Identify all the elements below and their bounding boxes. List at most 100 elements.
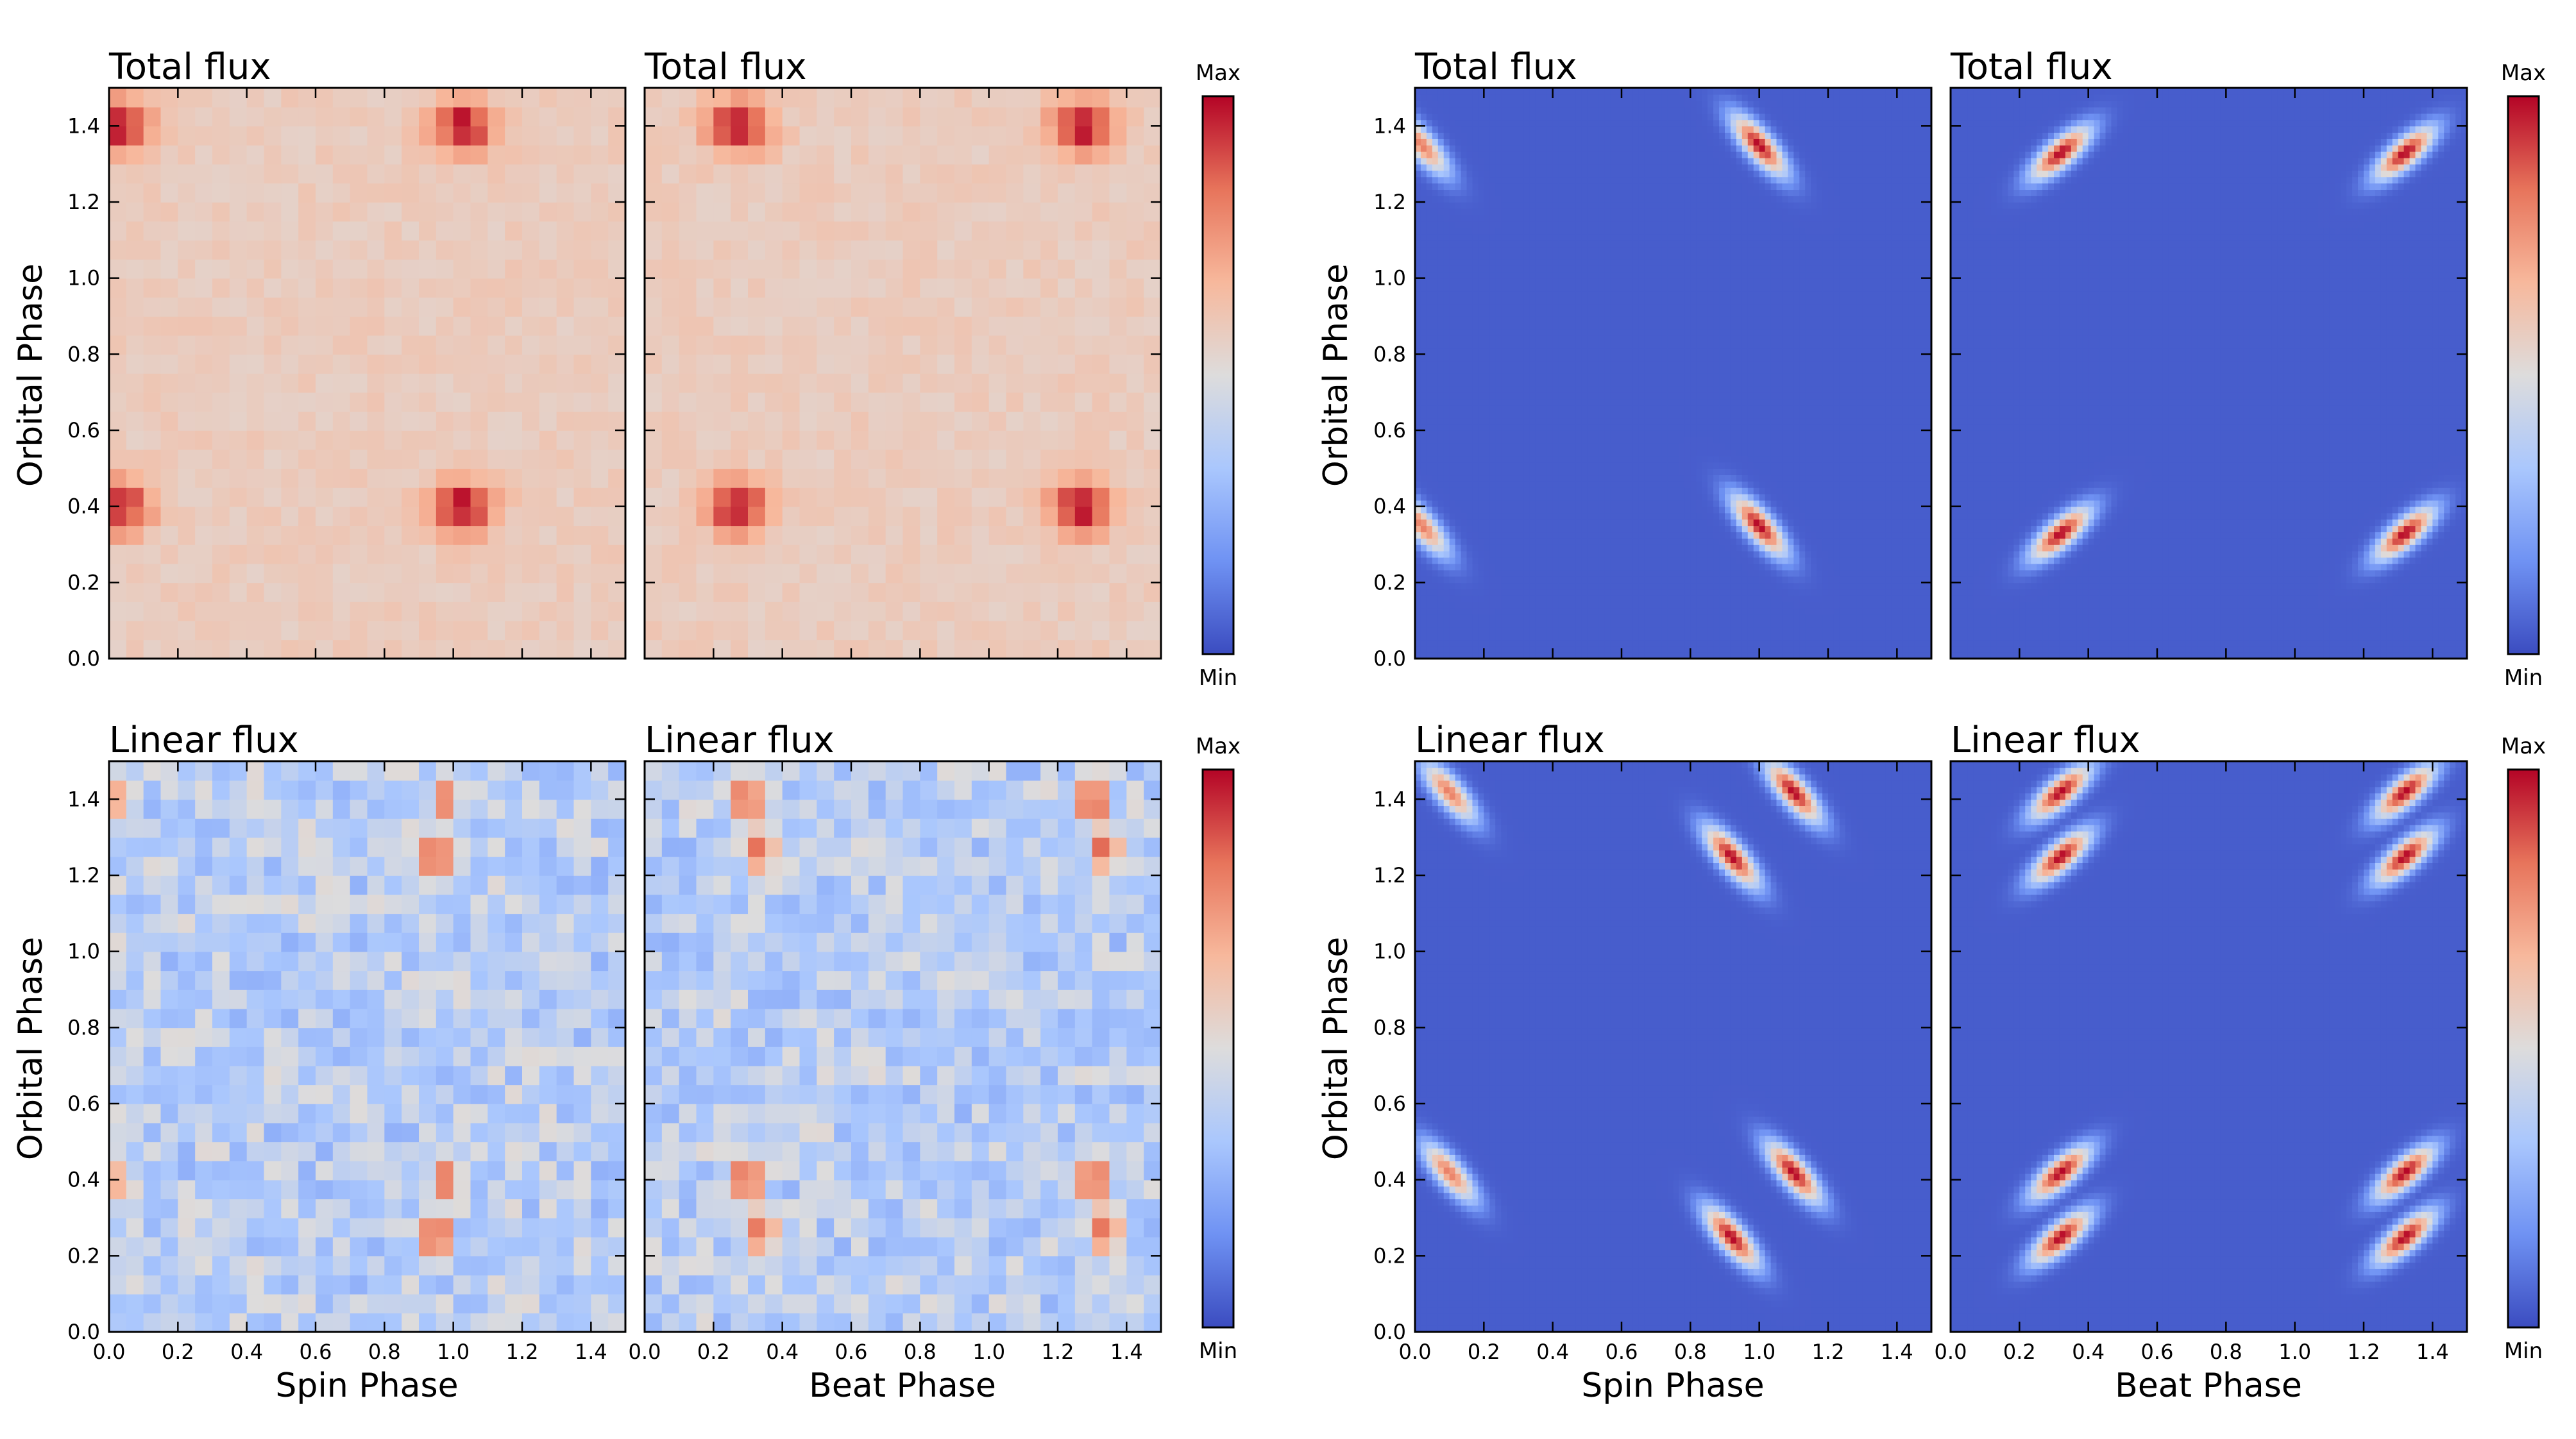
heatmap-cell <box>972 88 990 107</box>
heatmap-cell <box>264 392 282 412</box>
heatmap-cell <box>1461 171 1468 178</box>
heatmap-cell <box>316 202 334 221</box>
heatmap-cell <box>1144 507 1162 526</box>
heatmap-cell <box>1461 202 1468 209</box>
heatmap-cell <box>1489 329 1496 336</box>
heatmap-cell <box>731 602 749 621</box>
heatmap-cell <box>574 221 592 240</box>
heatmap-cell <box>1438 399 1445 406</box>
heatmap-cell <box>989 468 1007 487</box>
heatmap-cell <box>1438 329 1445 336</box>
heatmap-cell <box>937 316 955 335</box>
heatmap-cell <box>1144 88 1162 107</box>
heatmap-cell <box>1432 639 1439 646</box>
heatmap-cell <box>247 126 265 145</box>
heatmap-cell <box>1484 208 1490 215</box>
heatmap-cell <box>1455 551 1462 558</box>
heatmap-cell <box>1006 507 1024 526</box>
heatmap-cell <box>886 126 904 145</box>
heatmap-cell <box>574 392 592 412</box>
heatmap-cell <box>1444 639 1450 646</box>
heatmap-cell <box>1467 627 1473 634</box>
heatmap-cell <box>333 544 351 564</box>
heatmap-cell <box>471 145 489 164</box>
heatmap-cell <box>1444 405 1450 412</box>
heatmap-cell <box>903 259 921 278</box>
heatmap-cell <box>1058 582 1076 602</box>
heatmap-cell <box>886 221 904 240</box>
heatmap-cell <box>748 126 766 145</box>
heatmap-cell <box>1421 399 1427 406</box>
heatmap-cell <box>1427 532 1433 539</box>
heatmap-cell <box>1484 240 1490 247</box>
heatmap-cell <box>1023 164 1041 183</box>
heatmap-cell <box>436 202 454 221</box>
heatmap-cell <box>1489 367 1496 374</box>
heatmap-cell <box>1444 233 1450 240</box>
heatmap-cell <box>1467 538 1473 545</box>
heatmap-cell <box>281 88 299 107</box>
heatmap-cell <box>1421 507 1427 514</box>
heatmap-cell <box>1075 544 1093 564</box>
heatmap-cell <box>1427 525 1433 532</box>
heatmap-cell <box>1444 145 1450 152</box>
heatmap-cell <box>1432 119 1439 126</box>
heatmap-cell <box>230 430 248 450</box>
heatmap-cell <box>1444 240 1450 247</box>
heatmap-cell <box>679 468 697 487</box>
heatmap-cell <box>1461 126 1468 133</box>
heatmap-cell <box>765 373 783 392</box>
heatmap-cell <box>557 430 575 450</box>
heatmap-cell <box>1472 189 1479 196</box>
heatmap-cell <box>1450 354 1456 361</box>
heatmap-cell <box>1444 189 1450 196</box>
heatmap-cell <box>1472 481 1479 488</box>
heatmap-cell <box>1427 589 1433 596</box>
heatmap-cell <box>1438 494 1445 501</box>
heatmap-cell <box>1495 639 1502 646</box>
heatmap-cell <box>1472 399 1479 406</box>
heatmap-cell <box>1110 126 1128 145</box>
heatmap-cell <box>1472 119 1479 126</box>
heatmap-cell <box>298 450 316 469</box>
heatmap-cell <box>1450 265 1456 273</box>
heatmap-cell <box>281 602 299 621</box>
heatmap-cell <box>1484 494 1490 501</box>
heatmap-cell <box>1455 538 1462 545</box>
heatmap-cell <box>1092 278 1110 298</box>
heatmap-cell <box>368 468 386 487</box>
heatmap-cell <box>161 430 179 450</box>
heatmap-cell <box>1427 437 1433 444</box>
heatmap-cell <box>1432 519 1439 526</box>
heatmap-cell <box>1461 88 1468 95</box>
heatmap-cell <box>1495 475 1502 482</box>
heatmap-cell <box>1455 582 1462 589</box>
heatmap-cell <box>1489 253 1496 260</box>
heatmap-cell <box>1450 335 1456 342</box>
heatmap-cell <box>1467 608 1473 615</box>
heatmap-cell <box>713 411 731 430</box>
heatmap-cell <box>161 468 179 487</box>
heatmap-cell <box>713 639 731 659</box>
heatmap-cell <box>645 354 663 373</box>
heatmap-cell <box>1489 513 1496 520</box>
heatmap-cell <box>1478 532 1484 539</box>
heatmap-cell <box>1495 487 1502 494</box>
heatmap-cell <box>1489 202 1496 209</box>
heatmap-cell <box>1495 525 1502 532</box>
heatmap-cell <box>937 373 955 392</box>
heatmap-cell <box>1427 627 1433 634</box>
heatmap-cell <box>817 164 835 183</box>
heatmap-cell <box>1421 228 1427 235</box>
heatmap-cell <box>662 259 680 278</box>
heatmap-cell <box>574 430 592 450</box>
heatmap-cell <box>109 202 127 221</box>
heatmap-cell <box>800 316 818 335</box>
panel-title: Total flux <box>644 46 807 88</box>
heatmap-cell <box>1438 278 1445 285</box>
heatmap-cell <box>1144 392 1162 412</box>
heatmap-cell <box>1467 417 1473 425</box>
heatmap-cell <box>333 639 351 659</box>
heatmap-cell <box>834 411 852 430</box>
heatmap-cell <box>1455 88 1462 95</box>
